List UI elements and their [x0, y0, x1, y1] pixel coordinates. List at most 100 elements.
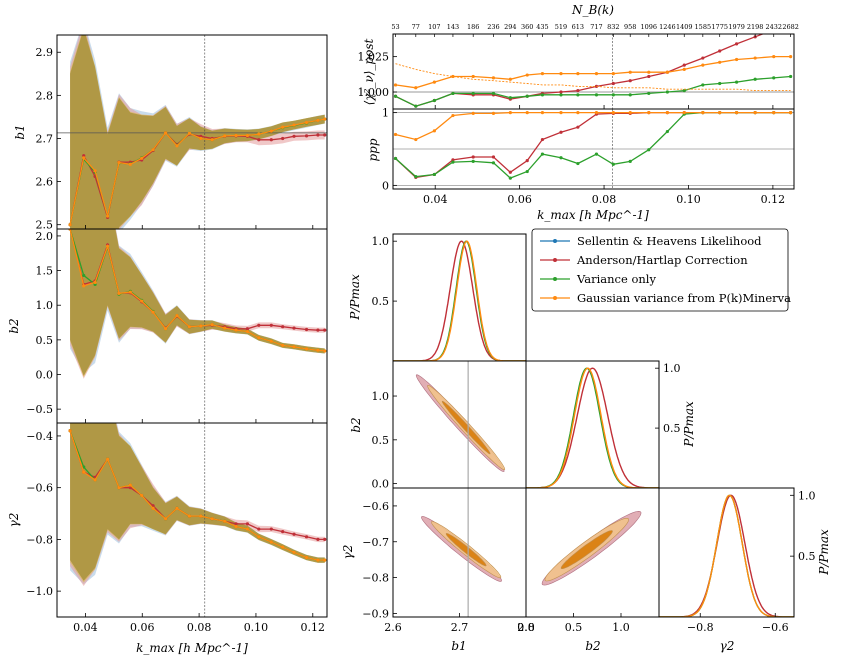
- b2-gamma2-contour-xtick-label-1: 0.5: [565, 621, 583, 634]
- chi2-point-1-13: [628, 93, 632, 97]
- c23-plot-area: [541, 510, 642, 586]
- chi2-series-1: [395, 75, 791, 107]
- chi2-ylabel: ⟨χ²_ν⟩_post: [362, 39, 376, 106]
- chi2-point-0-17: [701, 56, 705, 60]
- b1-point-2-0: [68, 223, 72, 227]
- gamma2-ytick-label-0: −1.0: [26, 585, 53, 598]
- legend-label-1: Anderson/Hartlap Correction: [576, 253, 748, 267]
- gamma2-band-3: [70, 423, 325, 581]
- b2-point-0-19: [292, 326, 296, 330]
- b2-point-2-10: [187, 325, 192, 329]
- b2-point-2-13: [223, 326, 227, 330]
- gamma2-point-2-10: [187, 514, 192, 518]
- chi2-point-2-21: [772, 55, 776, 59]
- ppp-point-2-22: [789, 111, 793, 115]
- b2-point-0-22: [323, 328, 327, 332]
- ppp-point-1-15: [665, 129, 669, 134]
- ppp-xtick-label-2: 0.08: [592, 193, 617, 206]
- nb-tick-label-5: 236: [487, 23, 499, 31]
- legend-frame: [531, 228, 789, 312]
- legend: Sellentin & Heavens Likelihood Anderson/…: [531, 228, 791, 312]
- ppp-point-1-14: [647, 148, 651, 152]
- b2-point-2-9: [175, 314, 179, 318]
- b1-band-3: [70, 35, 325, 229]
- b2-gamma2-contour-frame: [525, 487, 660, 618]
- b2-point-2-2: [93, 280, 97, 284]
- b2-point-2-16: [257, 336, 261, 340]
- b2-marginal-curve-2: [526, 367, 659, 488]
- gamma2-xtick-label-0: 0.04: [73, 621, 98, 634]
- ppp-point-1-5: [491, 161, 496, 165]
- chi2-point-1-9: [559, 93, 563, 97]
- ppp-point-2-8: [540, 111, 545, 115]
- gamma2-point-0-21: [316, 537, 320, 542]
- b1-gamma2-contour-xlabel: b1: [451, 639, 466, 653]
- gamma2-point-2-6: [140, 493, 144, 498]
- b2-point-0-20: [304, 327, 309, 332]
- b1-point-2-11: [199, 136, 203, 141]
- b1-point-2-4: [117, 161, 121, 165]
- legend-item-3: Gaussian variance from P(k)Minerva: [540, 291, 791, 305]
- gamma2-xlabel: k_max [h Mpc^-1]: [136, 641, 248, 655]
- gamma2-plot-area: [68, 423, 327, 617]
- b2-point-2-19: [292, 345, 296, 349]
- legend-item-1: Anderson/Hartlap Correction: [540, 253, 748, 267]
- b2-point-2-8: [163, 327, 168, 331]
- b1-point-2-22: [323, 117, 327, 121]
- b1-point-2-19: [292, 123, 296, 127]
- b1-gamma2-contour-panel: γ2 b1 −0.9 −0.8 −0.7 −0.6 2.6 2.7 2.8: [341, 487, 535, 653]
- chi2-point-2-1: [414, 86, 418, 90]
- chi2-point-1-11: [594, 93, 599, 97]
- m2-plot-area: [526, 367, 659, 488]
- b1-point-2-9: [175, 144, 179, 148]
- b1-gamma2-contour-ytick-label-2: −0.7: [362, 536, 389, 549]
- b2-point-2-17: [269, 339, 273, 343]
- b2-marginal-curve-0: [526, 367, 659, 488]
- b1-marginal-ylabel: P/Pmax: [348, 274, 362, 321]
- gamma2-point-2-11: [199, 514, 203, 518]
- b1-point-0-16: [257, 138, 261, 142]
- b1-gamma2-contour-ytick-label-3: −0.6: [362, 500, 389, 513]
- nb-tick-label-19: 1979: [728, 23, 745, 31]
- b1-point-2-8: [163, 131, 168, 135]
- ppp-point-2-21: [772, 111, 776, 115]
- chi2-point-1-4: [471, 91, 475, 96]
- b1-gamma2-contour-contour-2: [445, 533, 487, 567]
- gamma2-point-0-20: [304, 535, 309, 539]
- nb-tick-label-13: 958: [624, 23, 636, 31]
- ppp-point-1-8: [540, 152, 545, 156]
- ppp-point-2-7: [525, 111, 529, 115]
- legend-label-0: Sellentin & Heavens Likelihood: [577, 234, 762, 248]
- nb-tick-label-16: 1409: [676, 23, 693, 31]
- nb-tick-label-10: 613: [572, 23, 584, 31]
- b2-marginal-ylabel: P/Pmax: [682, 401, 696, 448]
- legend-item-2: Variance only: [540, 272, 656, 286]
- ppp-point-2-15: [665, 111, 669, 115]
- ppp-point-1-10: [576, 161, 580, 166]
- gamma2-marginal-ylabel: P/Pmax: [817, 529, 831, 576]
- b1-point-2-3: [105, 214, 110, 218]
- b2-ytick-label-5: 2.0: [36, 230, 54, 243]
- b1-point-2-6: [140, 156, 144, 160]
- ppp-point-2-5: [491, 111, 496, 115]
- b1-point-2-18: [281, 125, 285, 129]
- gamma2-marginal-xtick-label-1: −0.6: [762, 621, 789, 634]
- b1-b2-contour-ylabel: b2: [349, 417, 363, 432]
- chi2-point-1-18: [718, 81, 722, 86]
- b1-point-2-15: [245, 133, 250, 138]
- b1-point-0-21: [316, 133, 320, 137]
- gamma2-marginal-xlabel: γ2: [720, 639, 735, 653]
- chi2-ytick-label-0: 1.000: [358, 86, 390, 99]
- chi2-point-2-12: [611, 72, 615, 76]
- chi2-point-0-18: [718, 49, 722, 53]
- legend-marker-1: [553, 258, 557, 262]
- nb-tick-label-3: 143: [447, 23, 459, 31]
- ppp-series-1: [395, 111, 791, 179]
- chi2-point-2-7: [525, 73, 529, 77]
- chi2-point-1-3: [451, 91, 455, 96]
- chi2-point-1-17: [701, 83, 705, 87]
- ppp-point-2-9: [559, 111, 563, 115]
- b1-point-2-21: [316, 118, 320, 122]
- gamma2-ylabel: γ2: [7, 513, 21, 528]
- b2-point-2-7: [151, 310, 155, 314]
